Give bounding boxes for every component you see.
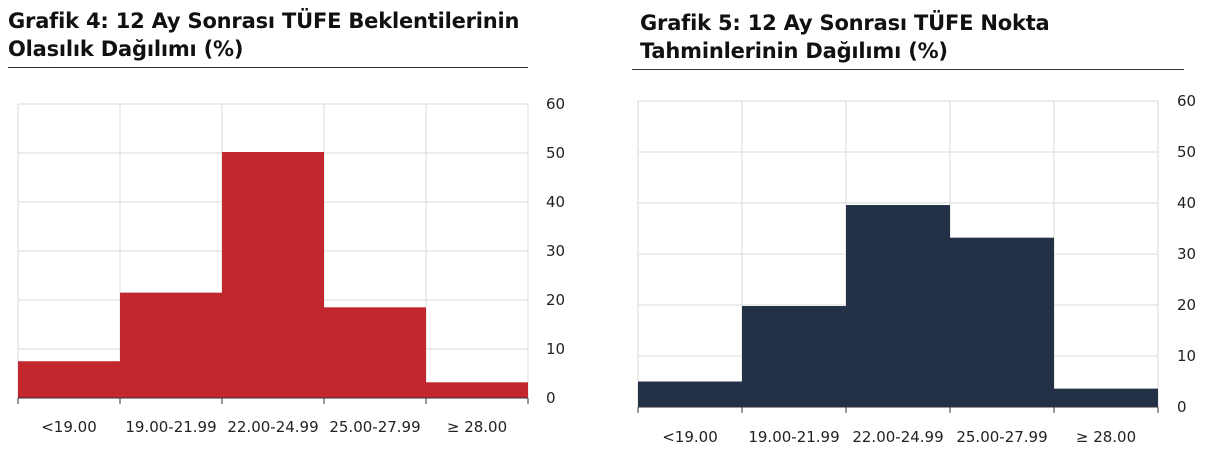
title-underline	[632, 69, 1184, 70]
bar-chart-5: 0 10 20 30 40 50 60 <19.00 19.00-21.99 22.00-24.9…	[637, 92, 1196, 446]
y-tick-label: 0	[546, 389, 556, 407]
bar	[18, 361, 120, 398]
title-underline	[8, 67, 528, 68]
x-tick-label: 19.00-21.99	[748, 428, 839, 446]
x-tick-label: 22.00-24.99	[227, 418, 318, 436]
chart-title-line1: Grafik 5: 12 Ay Sonrası TÜFE Nokta	[640, 11, 1050, 35]
bar	[1054, 388, 1158, 407]
x-tick-label: 22.00-24.99	[852, 428, 943, 446]
y-tick-label: 30	[1177, 245, 1196, 263]
y-tick-label: 50	[1177, 143, 1196, 161]
y-tick-label: 60	[546, 95, 565, 113]
bar-chart-4: 0 10 20 30 40 50 60 <19.00 19.00-21.99 22.00-24.9…	[17, 95, 565, 436]
chart-title-line2: Tahminlerinin Dağılımı (%)	[640, 39, 948, 63]
chart-panel-5: Grafik 5: 12 Ay Sonrası TÜFE Nokta Tahmi…	[620, 0, 1212, 458]
chart-title-line1: Grafik 4: 12 Ay Sonrası TÜFE Beklentiler…	[8, 9, 520, 33]
y-tick-label: 10	[546, 340, 565, 358]
y-tick-label: 20	[546, 291, 565, 309]
bar	[324, 307, 426, 398]
x-tick-label: 25.00-27.99	[956, 428, 1047, 446]
bar	[742, 306, 846, 407]
y-tick-label: 50	[546, 144, 565, 162]
bar	[846, 205, 950, 407]
y-tick-label: 10	[1177, 347, 1196, 365]
x-tick-label: 19.00-21.99	[125, 418, 216, 436]
x-tick-label: <19.00	[662, 428, 718, 446]
bar	[222, 152, 324, 398]
chart-title-line2: Olasılık Dağılımı (%)	[8, 37, 244, 61]
x-tick-label: ≥ 28.00	[1076, 428, 1136, 446]
y-tick-label: 40	[546, 193, 565, 211]
bar	[950, 237, 1054, 407]
bar	[120, 292, 222, 398]
y-tick-label: 30	[546, 242, 565, 260]
y-tick-label: 40	[1177, 194, 1196, 212]
y-tick-label: 20	[1177, 296, 1196, 314]
x-tick-label: ≥ 28.00	[447, 418, 507, 436]
x-tick-label: <19.00	[41, 418, 97, 436]
x-tick-label: 25.00-27.99	[329, 418, 420, 436]
chart-panel-4: Grafik 4: 12 Ay Sonrası TÜFE Beklentiler…	[0, 0, 600, 458]
bar	[426, 382, 528, 398]
y-tick-label: 60	[1177, 92, 1196, 110]
y-tick-label: 0	[1177, 398, 1187, 416]
bar	[638, 381, 742, 407]
